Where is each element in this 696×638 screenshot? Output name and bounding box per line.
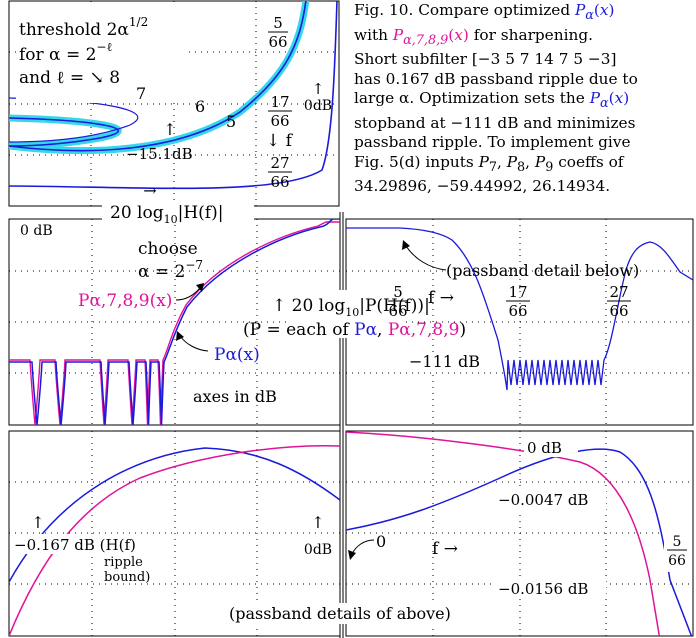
each-of-label: (P = each of Pα, Pα,7,8,9) xyxy=(243,320,466,340)
ml-p789-pointer xyxy=(175,287,201,301)
tl-frac-27-den: 66 xyxy=(270,173,289,191)
bl-ripple-label: −0.167 dB (H(f) xyxy=(14,536,136,554)
tl-palpha-curve-b xyxy=(9,117,119,147)
mr-frac-27-den: 66 xyxy=(609,302,628,320)
mr-frac-27-num: 27 xyxy=(609,283,628,301)
caption-line-8: Fig. 5(d) inputs P7, P8, P9 coeffs of xyxy=(354,152,624,175)
center-formula: ↑ 20 log10|P(H(f))| (P = each of Pα, Pα,… xyxy=(243,290,466,340)
tl-palpha-curve-a xyxy=(9,1,307,152)
panel-separator xyxy=(339,212,344,638)
br-details-label: (passband details of above) xyxy=(229,604,451,623)
caption-p789: Pα,7,8,9(x) xyxy=(392,25,469,48)
mr-palpha-curve xyxy=(346,227,693,391)
bl-0db-label: 0dB xyxy=(304,542,332,558)
br-palpha-curve xyxy=(346,448,693,636)
tl-xlabel: 20 log10|H(f)| xyxy=(110,203,223,226)
bl-up-arrow-left: ↑ xyxy=(31,513,44,532)
caption-line-4: has 0.167 dB passband ripple due to xyxy=(354,69,638,88)
ml-palpha-pointer xyxy=(179,335,209,352)
mr-frac-5-den: 66 xyxy=(388,302,407,320)
tl-frac-5-num: 5 xyxy=(273,14,283,32)
middle-right-labels: (passband detail below) 5 66 f → 17 66 2… xyxy=(388,240,639,372)
ell-5-label: 5 xyxy=(226,112,236,131)
br-0-label: 0 xyxy=(376,532,386,551)
top-left-labels: threshold 2α1/2 for α = 2−ℓ and ℓ = ↘ 8 … xyxy=(16,7,332,226)
br-frac-5-num: 5 xyxy=(673,534,682,550)
ell-6-label: 6 xyxy=(195,97,205,116)
mr-detail-label: (passband detail below) xyxy=(446,261,639,280)
ml-palpha-label: Pα(x) xyxy=(214,345,260,365)
br-frac-5-den: 66 xyxy=(668,553,686,569)
middle-left-labels: 0 dB choose α = 2−7 Pα,7,8,9(x) Pα(x) ax… xyxy=(20,223,277,406)
figure-caption: Fig. 10. Compare optimized Pα(x) with Pα… xyxy=(354,1,694,197)
tl-frac-17-num: 17 xyxy=(270,93,289,111)
caption-line-7: passband ripple. To implement give xyxy=(354,133,631,152)
mr-frac-17-num: 17 xyxy=(508,283,527,301)
tl-right-arrow: → xyxy=(143,181,156,200)
bottom-right-labels: 0 dB −0.0047 dB 0 f → 5 66 −0.0156 dB (p… xyxy=(225,438,690,624)
alpha-def-label: for α = 2−ℓ xyxy=(19,40,112,65)
tl-palpha-curve-d xyxy=(9,1,338,190)
caption-line-2: with Pα,7,8,9(x) for sharpening. xyxy=(354,25,593,48)
br-0047-label: −0.0047 dB xyxy=(498,491,588,509)
br-0db-label: 0 dB xyxy=(527,439,562,457)
bottom-left-labels: ↑ −0.167 dB (H(f) ripple bound) ↑ 0dB xyxy=(12,513,332,585)
ml-p789-arrowhead xyxy=(196,283,204,292)
ml-p789-label: Pα,7,8,9(x) xyxy=(78,291,172,311)
tl-frac-17-den: 66 xyxy=(270,112,289,130)
mr-frac-17-den: 66 xyxy=(508,302,527,320)
caption-line-1: Fig. 10. Compare optimized Pα(x) xyxy=(354,1,615,24)
caption-line-9: 34.29896, −59.44992, 26.14934. xyxy=(354,177,611,196)
ell-label: and ℓ = ↘ 8 xyxy=(19,68,120,88)
tl-frac-5-den: 66 xyxy=(268,33,287,51)
bl-ripple-label-3: bound) xyxy=(104,570,150,585)
caption-line-5: large α. Optimization sets the Pα(x) xyxy=(354,89,630,112)
ml-p789-curve xyxy=(9,221,340,425)
mr-frac-5-num: 5 xyxy=(393,283,403,301)
caption-line-6: stopband at −111 dB and minimizes xyxy=(354,113,636,132)
ml-choose-label: choose xyxy=(138,239,198,259)
tl-15db-arrow: ↑ xyxy=(163,120,176,139)
formula-label: ↑ 20 log10|P(H(f))| xyxy=(272,296,430,319)
caption-palpha: Pα(x) xyxy=(574,1,615,24)
tl-0db-arrow: ↑ xyxy=(312,80,325,98)
ml-0db-label: 0 dB xyxy=(20,223,53,239)
mr-f-arrow: f → xyxy=(428,288,454,308)
ml-palpha-arrowhead xyxy=(176,331,184,341)
caption-line-3: Short subfilter [−3 5 7 14 7 5 −3] xyxy=(354,50,617,69)
tl-0db-label: 0dB xyxy=(304,98,332,114)
tl-15db-label: −15.1dB xyxy=(126,145,193,163)
ell-7-label: 7 xyxy=(136,84,146,103)
ml-axes-label: axes in dB xyxy=(193,387,277,406)
bl-palpha-curve xyxy=(9,447,340,583)
mr-111db-label: −111 dB xyxy=(409,352,480,371)
br-f-arrow: f → xyxy=(432,539,458,559)
threshold-label: threshold 2α1/2 xyxy=(19,15,148,40)
bl-ripple-label-2: ripple xyxy=(104,555,143,570)
bl-up-arrow-right: ↑ xyxy=(311,513,324,532)
bl-p789-curve xyxy=(9,445,340,636)
br-p789-curve xyxy=(346,431,661,636)
series-curves xyxy=(9,1,693,636)
tl-f-arrow: ↓ f xyxy=(266,131,294,151)
tl-frac-27-num: 27 xyxy=(270,154,289,172)
ml-palpha-curve xyxy=(9,219,340,425)
br-0156-label: −0.0156 dB xyxy=(498,580,588,598)
ml-alpha-label: α = 2−7 xyxy=(138,258,203,282)
